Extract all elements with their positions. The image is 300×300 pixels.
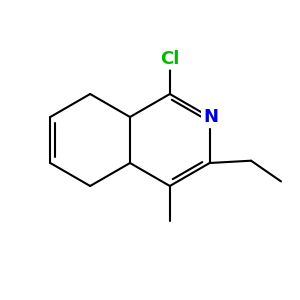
Text: Cl: Cl <box>160 50 179 68</box>
Text: N: N <box>203 108 218 126</box>
